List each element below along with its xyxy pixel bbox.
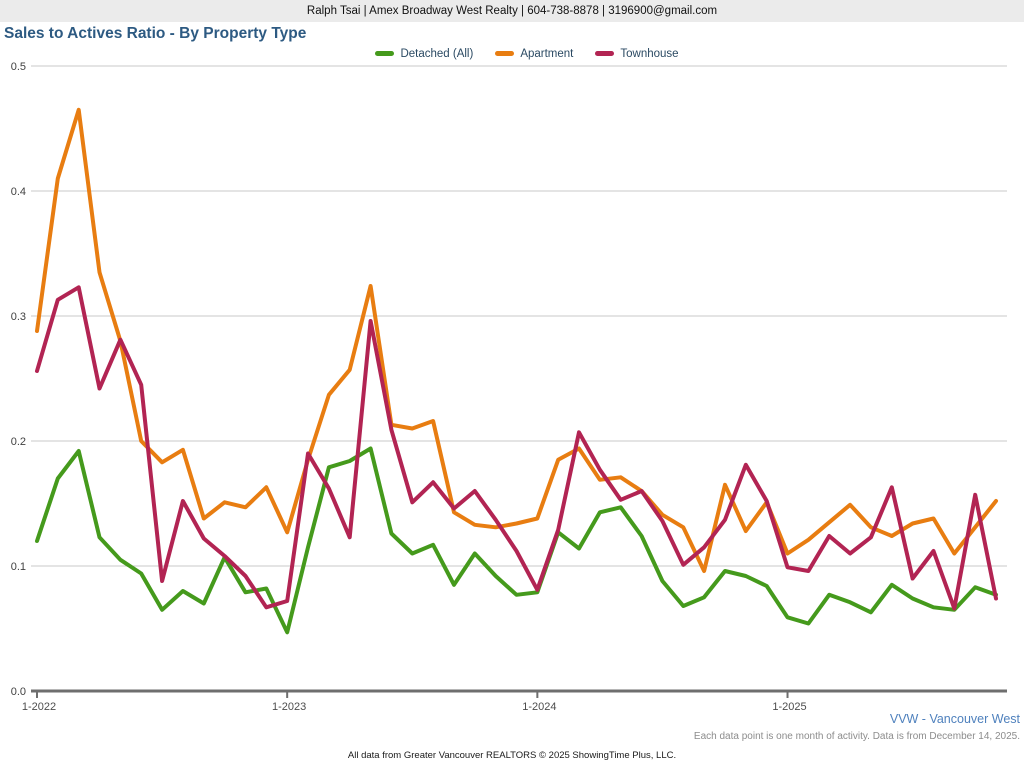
x-axis-label-1-2023: 1-2023	[272, 701, 306, 713]
legend-swatch-apartment-icon	[495, 51, 515, 56]
x-axis-label-1-2022: 1-2022	[22, 701, 56, 713]
page-title: Sales to Actives Ratio - By Property Typ…	[4, 25, 307, 42]
y-axis-label-0.4: 0.4	[11, 186, 26, 198]
legend-item-detached: Detached (All)	[375, 48, 473, 60]
legend-swatch-townhouse-icon	[595, 51, 615, 56]
agent-contact-line: Ralph Tsai | Amex Broadway West Realty |…	[306, 5, 718, 17]
data-note: Each data point is one month of activity…	[693, 731, 1020, 742]
header-bar: Ralph Tsai | Amex Broadway West Realty |…	[0, 0, 1024, 22]
legend-item-townhouse: Townhouse	[595, 47, 679, 60]
legend-label-detached: Detached (All)	[400, 47, 474, 60]
attribution-line: All data from Greater Vancouver REALTORS…	[347, 750, 677, 761]
series-line-detached-all	[35, 446, 998, 635]
region-label: VVW - Vancouver West	[889, 712, 1020, 726]
y-axis-label-0.2: 0.2	[11, 436, 26, 448]
series-line-townhouse	[35, 285, 998, 611]
legend-swatch-detached-icon	[375, 51, 395, 56]
y-axis-label-0.0: 0.0	[11, 686, 26, 698]
y-axis-label-0.5: 0.5	[11, 61, 26, 73]
x-axis-label-1-2025: 1-2025	[772, 701, 806, 713]
legend-label-townhouse: Townhouse	[620, 47, 679, 60]
legend-item-apartment: Apartment	[495, 48, 573, 60]
series-line-apartment	[35, 107, 998, 573]
y-axis-label-0.1: 0.1	[11, 561, 26, 573]
legend-label-apartment: Apartment	[520, 47, 574, 60]
y-axis-label-0.3: 0.3	[11, 311, 26, 323]
chart-legend: Detached (All) Apartment Townhouse	[0, 46, 1024, 61]
x-axis-label-1-2024: 1-2024	[522, 701, 556, 713]
